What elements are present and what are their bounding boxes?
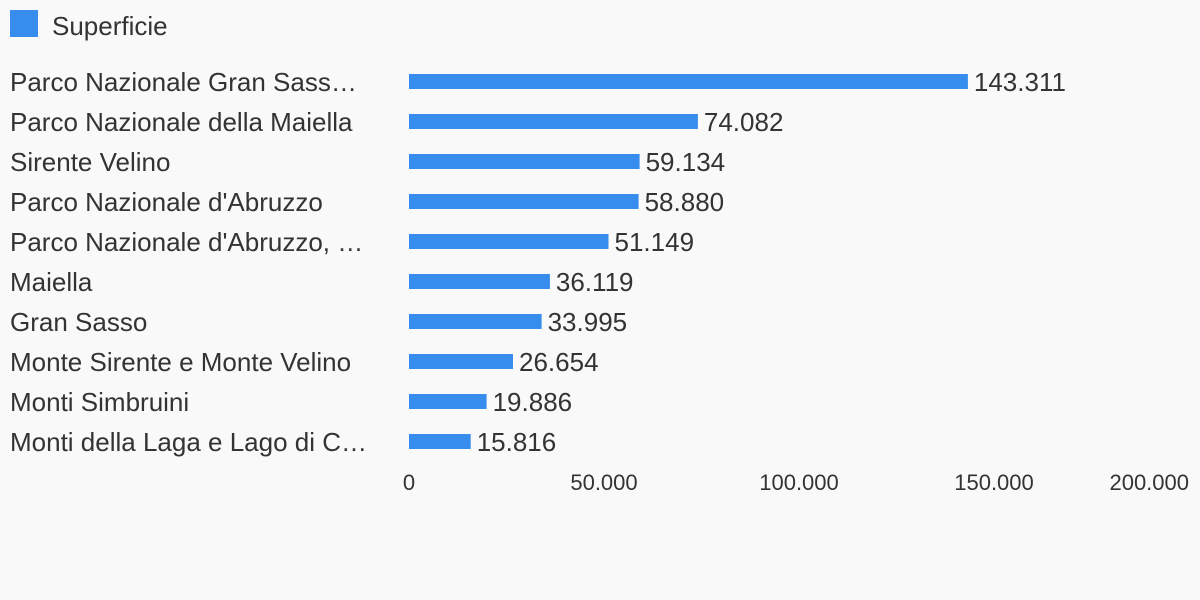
data-label: 15.816 bbox=[477, 427, 557, 457]
x-tick-label: 50.000 bbox=[570, 470, 637, 495]
data-label: 58.880 bbox=[645, 187, 725, 217]
category-label: Gran Sasso bbox=[10, 307, 147, 337]
data-label: 36.119 bbox=[556, 267, 634, 297]
data-label: 59.134 bbox=[646, 147, 726, 177]
bar bbox=[409, 194, 639, 209]
x-tick-label: 0 bbox=[403, 470, 415, 495]
category-label: Parco Nazionale Gran Sass… bbox=[10, 67, 357, 97]
value-labels: 143.311 74.082 59.134 58.880 51.149 36.119 33.… bbox=[477, 67, 1066, 457]
legend-label: Superficie bbox=[52, 11, 168, 41]
data-label: 19.886 bbox=[493, 387, 573, 417]
bar bbox=[409, 154, 640, 169]
x-axis: 0 50.000 100.000 150.000 200.000 bbox=[403, 470, 1189, 495]
data-label: 143.311 bbox=[974, 67, 1066, 97]
bar bbox=[409, 114, 698, 129]
bars bbox=[409, 74, 968, 449]
legend: Superficie bbox=[10, 10, 168, 41]
data-label: 33.995 bbox=[548, 307, 628, 337]
data-label: 51.149 bbox=[615, 227, 695, 257]
category-label: Parco Nazionale d'Abruzzo bbox=[10, 187, 323, 217]
bar bbox=[409, 394, 487, 409]
legend-swatch bbox=[10, 10, 38, 37]
category-label: Sirente Velino bbox=[10, 147, 170, 177]
bar bbox=[409, 434, 471, 449]
bar bbox=[409, 314, 542, 329]
bar bbox=[409, 74, 968, 89]
category-label: Parco Nazionale d'Abruzzo, … bbox=[10, 227, 363, 257]
category-label: Monte Sirente e Monte Velino bbox=[10, 347, 351, 377]
category-label: Monti Simbruini bbox=[10, 387, 189, 417]
data-label: 26.654 bbox=[519, 347, 599, 377]
bar bbox=[409, 354, 513, 369]
category-label: Monti della Laga e Lago di C… bbox=[10, 427, 367, 457]
category-labels: Parco Nazionale Gran Sass… Parco Nazional… bbox=[10, 67, 367, 457]
bar bbox=[409, 274, 550, 289]
bar bbox=[409, 234, 609, 249]
category-label: Maiella bbox=[10, 267, 93, 297]
x-tick-label: 100.000 bbox=[759, 470, 839, 495]
category-label: Parco Nazionale della Maiella bbox=[10, 107, 353, 137]
data-label: 74.082 bbox=[704, 107, 784, 137]
x-tick-label: 150.000 bbox=[954, 470, 1034, 495]
x-tick-label: 200.000 bbox=[1109, 470, 1189, 495]
